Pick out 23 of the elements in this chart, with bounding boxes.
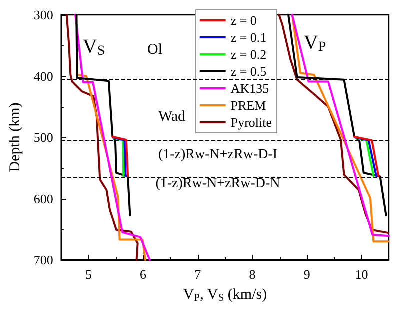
legend-label: z = 0.5 [230, 64, 267, 79]
annotation: Ol [148, 42, 162, 58]
y-axis-title: Depth (km) [8, 102, 24, 172]
x-tick-label: 10 [355, 267, 368, 282]
legend-label: Pyrolite [230, 115, 272, 130]
y-tick-label: 400 [34, 68, 54, 84]
x-tick-label: 8 [249, 267, 256, 282]
y-tick-label: 300 [34, 8, 54, 22]
annotation: (1-z)Rw-N+zRw-D-N [156, 176, 280, 192]
y-tick-label: 700 [34, 252, 54, 268]
y-tick-label: 600 [34, 191, 54, 206]
x-tick-label: 7 [194, 267, 202, 282]
legend-label: z = 0.2 [230, 47, 267, 62]
x-tick-label: 5 [85, 267, 92, 282]
x-tick-label: 6 [140, 267, 148, 282]
legend-label: z = 0.1 [230, 30, 267, 45]
legend-label: z = 0 [230, 13, 257, 28]
x-tick-label: 9 [304, 267, 310, 282]
legend-label: PREM [230, 98, 267, 113]
annotation: Wad [158, 109, 186, 125]
legend-label: AK135 [230, 81, 270, 96]
annotation: (1-z)Rw-N+zRw-D-I [158, 148, 278, 162]
y-tick-label: 500 [34, 130, 54, 145]
